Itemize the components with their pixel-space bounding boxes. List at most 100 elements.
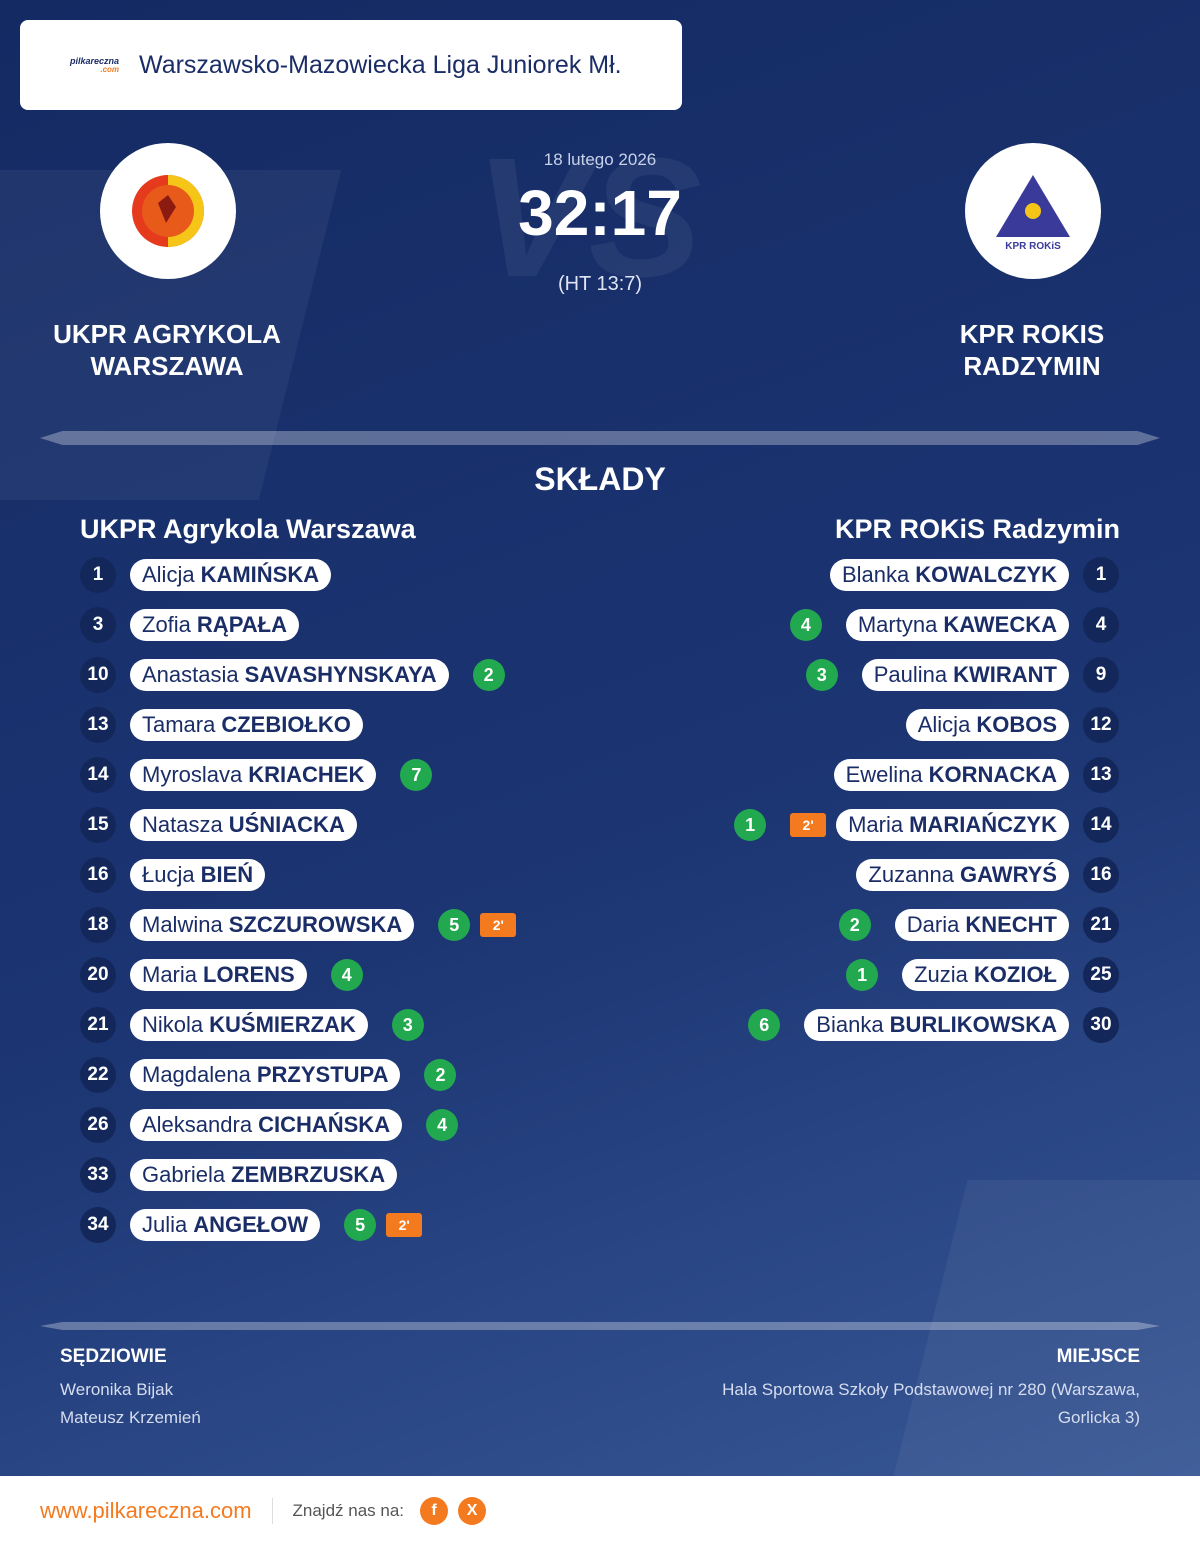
first-name: Myroslava [142,762,243,787]
player-number: 16 [1083,857,1119,893]
last-name: ANGEŁOW [193,1212,309,1237]
player-number: 26 [80,1107,116,1143]
social-x[interactable]: X [458,1497,487,1525]
player-name: Tamara CZEBIOŁKO [130,709,363,741]
player-name: Natasza UŚNIACKA [130,809,357,841]
referees-label: SĘDZIOWIE [60,1346,167,1367]
player-row: 16 Łucja BIEŃ [80,857,266,893]
first-name: Anastasia [142,662,239,687]
player-number: 1 [80,557,116,593]
home-crest-icon [132,175,204,247]
name-line: RADZYMIN [963,351,1101,381]
goals-badge: 2 [424,1059,457,1091]
goals-badge: 1 [734,809,767,841]
name-line: UKPR AGRYKOLA [53,319,281,349]
goals-badge: 1 [846,959,879,991]
player-row: 16 Zuzanna GAWRYŚ [856,857,1119,893]
home-name: UKPR AGRYKOLA WARSZAWA [17,318,317,382]
goals-badge: 5 [344,1209,377,1241]
last-name: KAMIŃSKA [200,562,320,587]
section-title: SKŁADY [534,461,666,497]
separator [40,1322,1160,1330]
name-line: WARSZAWA [90,351,244,381]
first-name: Paulina [873,662,948,687]
first-name: Julia [142,1212,188,1237]
player-row: 1 Blanka KOWALCZYK [829,557,1119,593]
player-number: 13 [80,707,116,743]
player-name: Maria MARIAŃCZYK [836,809,1069,841]
player-number: 13 [1083,757,1119,793]
goals-badge: 4 [789,609,822,641]
player-number: 14 [1083,807,1119,843]
last-name: KRIACHEK [248,762,365,787]
player-name: Daria KNECHT [894,909,1069,941]
player-row: 26 Aleksandra CICHAŃSKA 4 [80,1107,459,1143]
last-name: KNECHT [965,912,1057,937]
footer: www.pilkareczna.com Znajdź nas na: f X [0,1476,1200,1546]
player-number: 18 [80,907,116,943]
player-name: Blanka KOWALCZYK [829,559,1069,591]
logo-sub: .com [100,64,120,74]
first-name: Martyna [857,612,938,637]
player-row: 3 Zofia RĄPAŁA [80,607,299,643]
brand-logo: pilkareczna .com [70,56,120,74]
bg-shape [892,1180,1200,1480]
player-number: 33 [80,1157,116,1193]
last-name: CZEBIOŁKO [221,712,351,737]
venue-label: MIEJSCE [1056,1346,1140,1367]
player-number: 21 [1083,907,1119,943]
last-name: KWIRANT [953,662,1057,687]
home-team-title: UKPR Agrykola Warszawa [80,514,416,544]
site-link[interactable]: www.pilkareczna.com [40,1498,273,1524]
last-name: UŚNIACKA [228,812,345,837]
player-name: Magdalena PRZYSTUPA [130,1059,401,1091]
name-line: KPR ROKIS [959,319,1105,349]
first-name: Tamara [142,712,216,737]
first-name: Aleksandra [142,1112,253,1137]
first-name: Alicja [142,562,195,587]
player-row: 13 Ewelina KORNACKA [833,757,1119,793]
goals-badge: 3 [805,659,838,691]
first-name: Blanka [841,562,910,587]
last-name: KORNACKA [928,762,1057,787]
first-name: Alicja [917,712,971,737]
social-facebook[interactable]: f [420,1497,449,1525]
player-name: Alicja KOBOS [905,709,1069,741]
player-number: 1 [1083,557,1119,593]
referee: Weronika Bijak [60,1380,174,1399]
player-row: 4 Martyna KAWECKA 4 [789,607,1119,643]
player-row: 14 Myroslava KRIACHEK 7 [80,757,433,793]
player-row: 9 Paulina KWIRANT 3 [805,657,1119,693]
header-card: pilkareczna .com Warszawsko-Mazowiecka Li… [20,20,682,110]
player-row: 34 Julia ANGEŁOW 5 2' [80,1207,423,1243]
player-row: 21 Nikola KUŚMIERZAK 3 [80,1007,424,1043]
player-name: Zuzia KOZIOŁ [902,959,1069,991]
vs-watermark: VS [475,123,702,313]
first-name: Bianka [816,1012,884,1037]
separator [40,431,1160,445]
crest-text: KPR ROKiS [1005,241,1061,251]
last-name: GAWRYŚ [960,862,1057,887]
first-name: Maria [848,812,904,837]
player-number: 21 [80,1007,116,1043]
player-row: 22 Magdalena PRZYSTUPA 2 [80,1057,457,1093]
suspension-badge: 2' [790,813,827,837]
league-title: Warszawsko-Mazowiecka Liga Juniorek Mł. [139,50,622,79]
last-name: RĄPAŁA [196,612,287,637]
first-name: Gabriela [142,1162,226,1187]
last-name: BURLIKOWSKA [889,1012,1057,1037]
match-date: 18 lutego 2026 [543,150,657,169]
first-name: Natasza [142,812,223,837]
goals-badge: 7 [400,759,433,791]
player-number: 30 [1083,1007,1119,1043]
player-number: 22 [80,1057,116,1093]
goals-badge: 2 [838,909,871,941]
player-number: 12 [1083,707,1119,743]
referee: Mateusz Krzemień [60,1408,201,1427]
player-name: Aleksandra CICHAŃSKA [130,1109,403,1141]
score: 32:17 [518,177,682,249]
last-name: MARIAŃCZYK [909,812,1057,837]
